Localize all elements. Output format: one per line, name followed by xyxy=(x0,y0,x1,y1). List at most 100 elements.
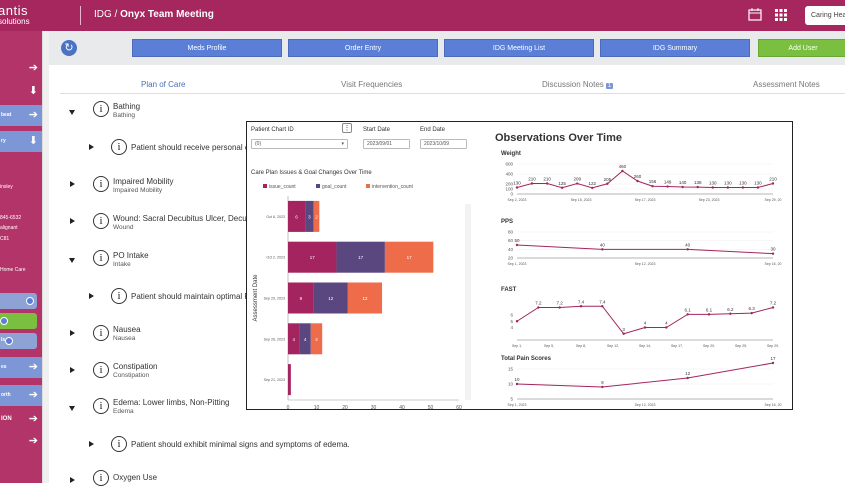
data-point xyxy=(686,313,689,316)
more-options-icon[interactable]: ⋮ xyxy=(342,123,352,133)
x-tick-label: Sep 1, 2023 xyxy=(508,403,527,407)
legend-label: issue_count xyxy=(269,184,296,190)
bar-segment xyxy=(384,241,434,273)
tab-discussion-notes[interactable]: Discussion Notes 1 xyxy=(542,80,614,89)
sidebar-item-8[interactable]: ➔ xyxy=(0,431,42,452)
data-label: 130 xyxy=(513,181,521,186)
bar-value-label: 17 xyxy=(310,255,316,260)
data-label: 4 xyxy=(644,321,647,326)
header-divider xyxy=(80,6,81,25)
sidebar-item-6[interactable]: orth ➔ xyxy=(0,385,42,406)
y-tick-label: 4 xyxy=(510,325,513,330)
x-tick-label: Sep 12, 2023 xyxy=(635,262,656,266)
data-point xyxy=(560,186,564,189)
patient-diagnosis: alignant xyxy=(0,225,18,231)
tab-assessment-notes[interactable]: Assessment Notes xyxy=(753,80,820,89)
data-point xyxy=(756,186,760,189)
bar-value-label: 17 xyxy=(358,255,364,260)
y-tick-label: Oct 6, 2023 xyxy=(266,215,285,219)
meds-profile-button[interactable]: Meds Profile xyxy=(132,39,282,57)
data-label: 125 xyxy=(558,181,566,186)
observations-title: Observations Over Time xyxy=(495,132,622,144)
info-icon[interactable]: i xyxy=(93,101,109,117)
care-goal: Patient should maintain optimal P xyxy=(131,292,250,301)
collapse-toggle[interactable] xyxy=(69,110,75,115)
sidebar-status-2[interactable] xyxy=(0,313,37,329)
calendar-icon[interactable] xyxy=(748,8,762,21)
data-point xyxy=(576,182,579,185)
data-label: 6.2 xyxy=(727,307,734,312)
info-icon[interactable]: i xyxy=(111,436,127,452)
y-tick-label: 40 xyxy=(508,247,514,252)
legend-swatch xyxy=(366,184,370,188)
sidebar-status-1[interactable] xyxy=(0,293,37,309)
expand-toggle[interactable] xyxy=(70,367,75,373)
y-tick-label: 60 xyxy=(508,238,514,243)
user-menu[interactable]: Caring Hea xyxy=(805,6,845,25)
tab-visit-frequencies[interactable]: Visit Frequencies xyxy=(341,80,403,89)
logo-name: antis xyxy=(0,3,28,18)
add-user-button[interactable]: Add User xyxy=(758,39,845,57)
expand-toggle[interactable] xyxy=(70,477,75,483)
data-point xyxy=(726,186,730,189)
sidebar-scrollbar[interactable] xyxy=(42,31,49,483)
collapse-toggle[interactable] xyxy=(69,406,75,411)
care-item-title: Oxygen Use xyxy=(113,473,158,482)
data-label: 130 xyxy=(724,181,732,186)
info-icon[interactable]: i xyxy=(93,176,109,192)
sidebar-item-7[interactable]: ION ➔ xyxy=(0,409,42,430)
line-chart-title: FAST xyxy=(501,287,517,293)
chart-id-select[interactable]: (0) ▾ xyxy=(251,139,348,149)
idg-summary-button[interactable]: IDG Summary xyxy=(600,39,750,57)
tab-plan-of-care[interactable]: Plan of Care xyxy=(141,80,186,89)
sidebar: ➔ ⬇ beat ➔ ry ⬇ insley 845-6532 alignant C… xyxy=(0,31,42,483)
collapse-toggle[interactable] xyxy=(69,258,75,263)
sidebar-item-3[interactable]: beat ➔ xyxy=(0,105,42,126)
bar-value-label: 4 xyxy=(304,337,307,342)
y-tick-label: 600 xyxy=(505,162,513,167)
sidebar-item-5[interactable]: es ➔ xyxy=(0,357,42,378)
expand-toggle[interactable] xyxy=(89,441,94,447)
info-icon[interactable]: i xyxy=(111,288,127,304)
end-date-input[interactable]: 2023/10/09 xyxy=(420,139,467,149)
info-icon[interactable]: i xyxy=(111,139,127,155)
data-label: 156 xyxy=(649,179,657,184)
sidebar-status-3[interactable]: ls xyxy=(0,333,37,349)
expand-toggle[interactable] xyxy=(70,181,75,187)
data-point xyxy=(696,185,699,189)
info-icon[interactable]: i xyxy=(93,213,109,229)
info-icon[interactable]: i xyxy=(93,325,109,341)
data-point xyxy=(771,361,775,365)
info-icon[interactable]: i xyxy=(93,362,109,378)
data-label: 4 xyxy=(665,321,668,326)
info-icon[interactable]: i xyxy=(93,398,109,414)
sidebar-item-1[interactable]: ➔ xyxy=(0,58,42,79)
care-item-title: PO Intake xyxy=(113,251,149,260)
data-point xyxy=(601,248,604,251)
info-icon[interactable]: i xyxy=(93,470,109,486)
x-tick-label: Sep 1, xyxy=(512,344,522,348)
info-icon[interactable]: i xyxy=(93,250,109,266)
bar-segment xyxy=(288,323,300,355)
sidebar-item-2[interactable]: ⬇ xyxy=(0,81,42,102)
apps-grid-icon[interactable] xyxy=(775,8,789,21)
data-point xyxy=(741,186,745,189)
sidebar-item-4[interactable]: ry ⬇ xyxy=(0,131,42,152)
expand-toggle[interactable] xyxy=(70,330,75,336)
expand-toggle[interactable] xyxy=(89,144,94,150)
data-label: 6.1 xyxy=(706,307,713,312)
bar-value-label: 4 xyxy=(315,337,318,342)
patient-phone: 845-6532 xyxy=(0,215,22,221)
x-tick-label: Sep 29, xyxy=(767,344,779,348)
check-icon xyxy=(26,297,34,305)
tab-label: Discussion Notes xyxy=(542,80,604,89)
idg-meeting-list-button[interactable]: IDG Meeting List xyxy=(444,39,594,57)
expand-toggle[interactable] xyxy=(89,293,94,299)
refresh-icon[interactable]: ↻ xyxy=(61,40,77,56)
order-entry-button[interactable]: Order Entry xyxy=(288,39,438,57)
expand-toggle[interactable] xyxy=(70,218,75,224)
logo-subtitle: solutions xyxy=(0,17,30,26)
care-item-subtitle: Impaired Mobility xyxy=(113,187,163,194)
start-date-input[interactable]: 2023/09/01 xyxy=(363,139,410,149)
line-chart-title: PPS xyxy=(501,219,513,225)
